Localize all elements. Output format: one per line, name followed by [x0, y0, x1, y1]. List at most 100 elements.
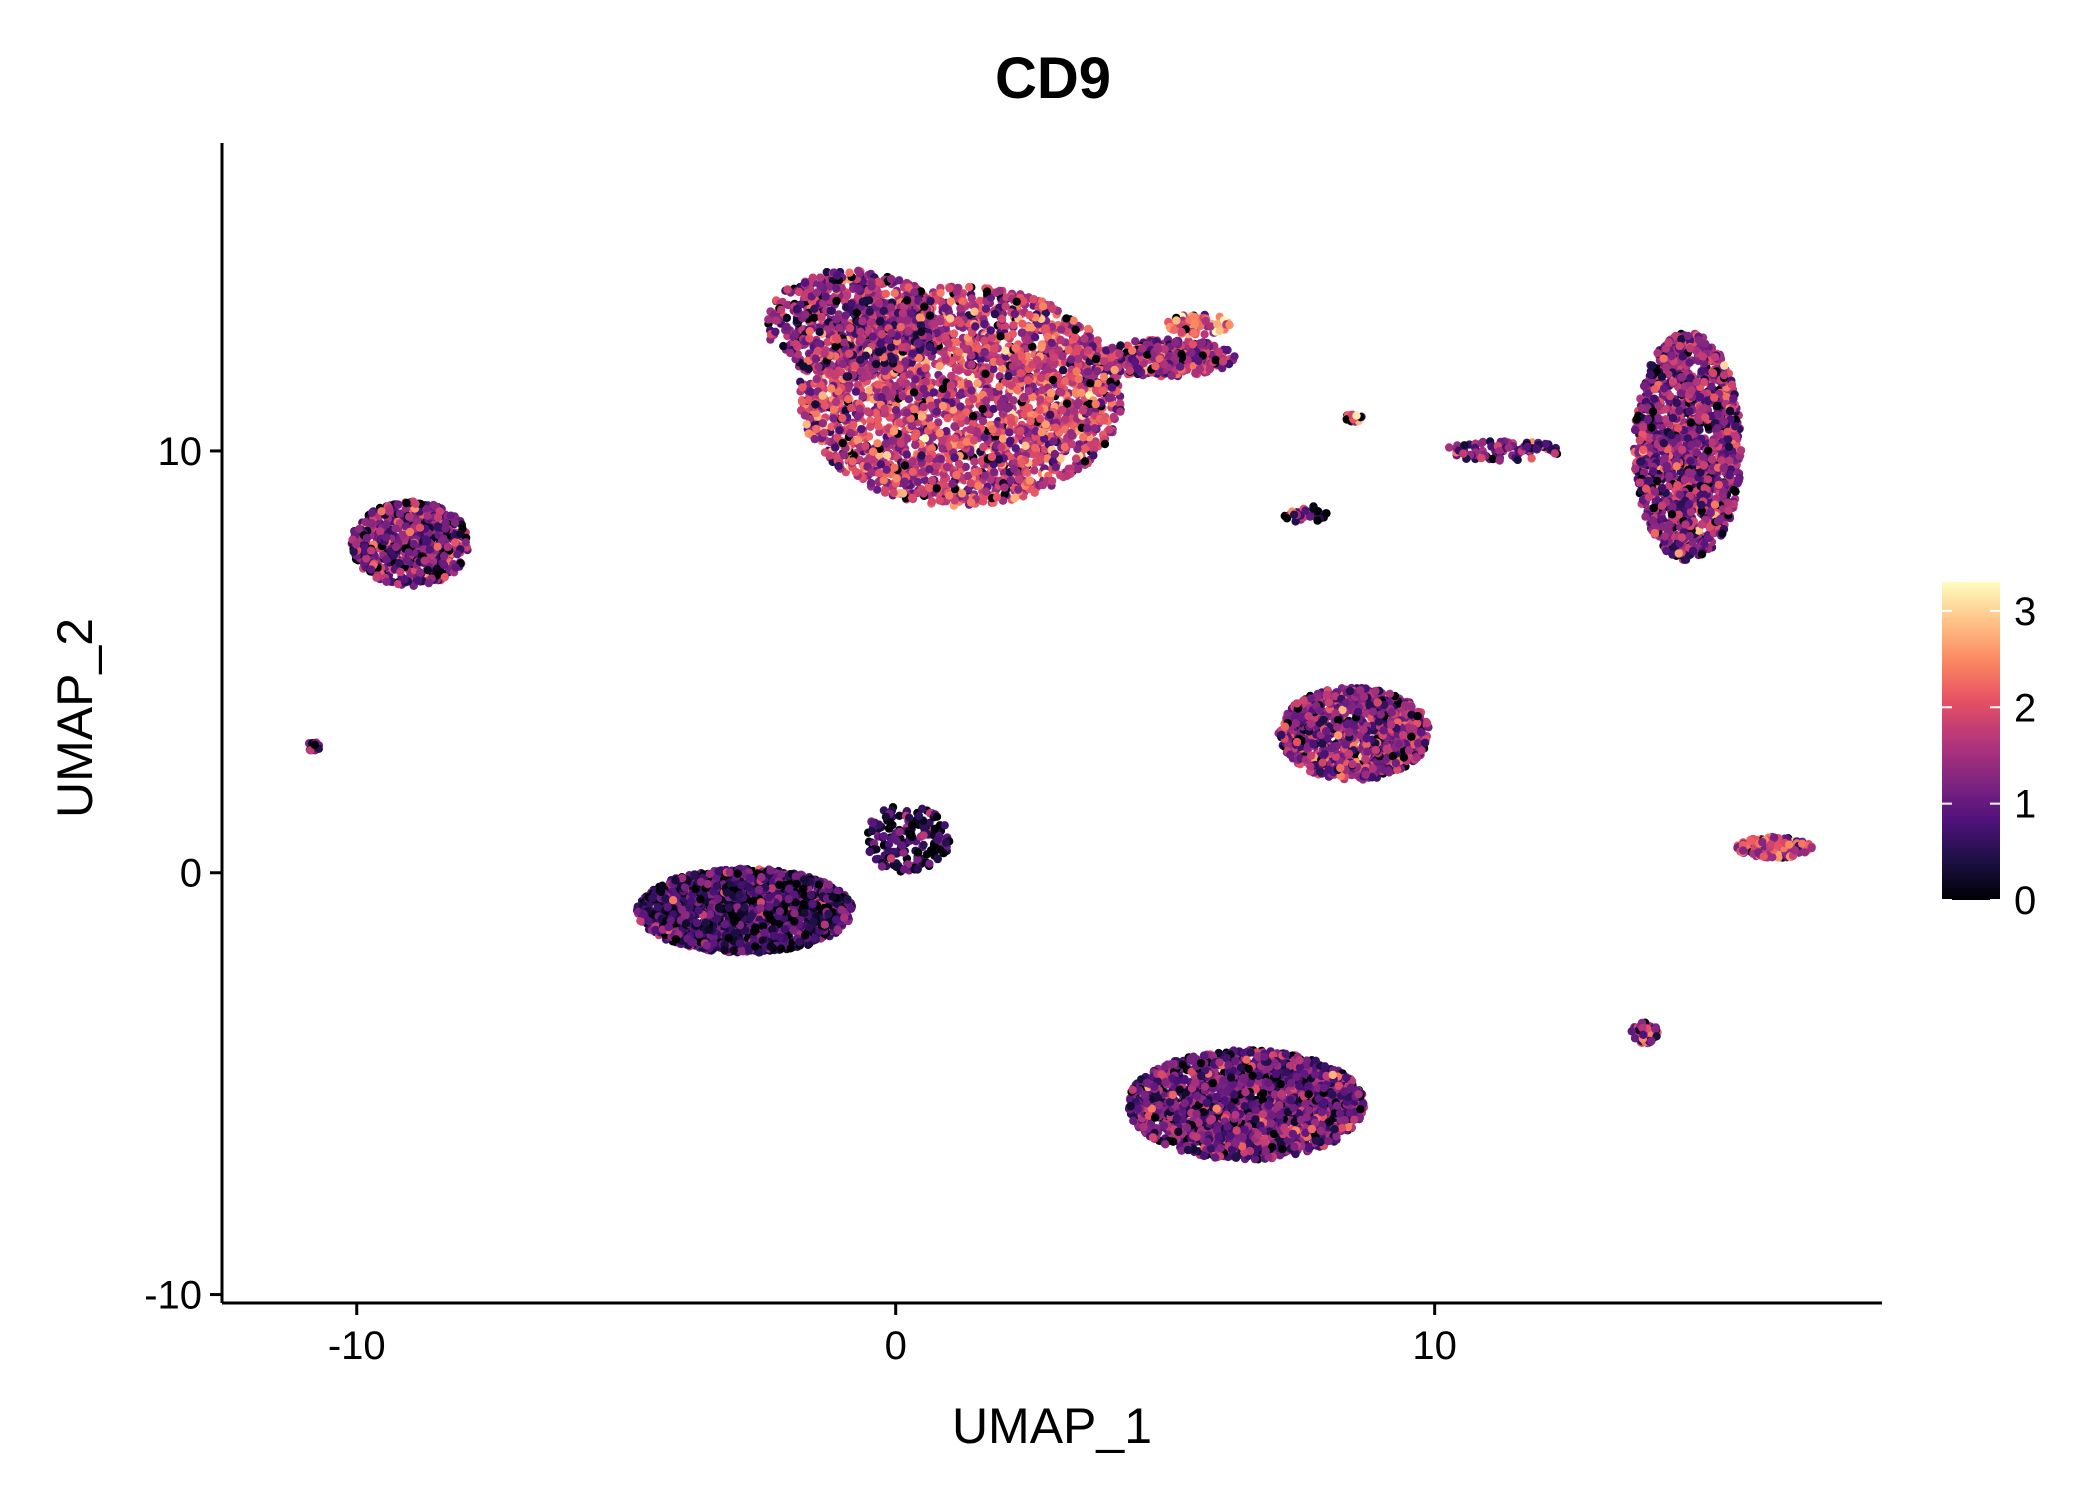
scatter-point — [1080, 457, 1090, 466]
scatter-point — [1064, 345, 1073, 355]
scatter-point — [810, 304, 819, 313]
scatter-point — [1223, 345, 1232, 355]
scatter-point — [858, 297, 868, 306]
scatter-point — [1025, 310, 1034, 320]
scatter-point — [1069, 407, 1079, 416]
scatter-point — [1035, 455, 1045, 465]
scatter-point — [832, 369, 841, 378]
scatter-point — [855, 404, 864, 413]
scatter-point — [882, 451, 892, 460]
scatter-point — [1000, 483, 1009, 492]
scatter-point — [927, 476, 937, 485]
scatter-point — [952, 470, 961, 480]
scatter-point — [952, 287, 961, 296]
scatter-point — [875, 317, 885, 326]
scatter-point — [831, 397, 841, 407]
scatter-point — [990, 344, 999, 353]
scatter-point — [896, 322, 905, 332]
scatter-point — [1138, 344, 1147, 353]
scatter-point — [1177, 350, 1186, 359]
scatter-point — [1036, 373, 1046, 383]
scatter-point — [1051, 463, 1061, 472]
scatter-point — [1050, 449, 1060, 459]
scatter-point — [1116, 341, 1125, 350]
scatter-point — [877, 330, 886, 339]
scatter-point — [929, 388, 938, 397]
scatter-point — [989, 467, 999, 477]
scatter-point — [1060, 442, 1070, 452]
scatter-point — [971, 322, 980, 331]
scatter-point — [873, 439, 882, 448]
scatter-point — [1187, 348, 1196, 357]
scatter-point — [919, 402, 928, 412]
scatter-point — [967, 386, 976, 395]
scatter-point — [919, 489, 928, 498]
scatter-point — [970, 457, 979, 466]
scatter-point — [1048, 304, 1057, 313]
scatter-point — [980, 433, 989, 442]
scatter-point — [974, 481, 983, 491]
scatter-point — [1011, 493, 1020, 502]
scatter-point — [1021, 441, 1030, 450]
scatter-point — [980, 319, 989, 329]
scatter-point — [910, 432, 919, 442]
scatter-point — [1071, 454, 1081, 463]
scatter-point — [811, 400, 820, 409]
scatter-point — [805, 327, 814, 336]
scatter-point — [1107, 383, 1117, 392]
scatter-point — [1006, 476, 1016, 485]
scatter-point — [904, 326, 913, 336]
scatter-point — [880, 366, 889, 376]
scatter-point — [897, 343, 907, 352]
scatter-point — [838, 438, 847, 448]
scatter-point — [815, 327, 824, 337]
scatter-point — [874, 298, 884, 308]
scatter-point — [880, 404, 889, 413]
scatter-point — [890, 289, 899, 298]
scatter-point — [865, 307, 874, 316]
scatter-point — [858, 317, 867, 326]
scatter-point — [1080, 334, 1089, 343]
scatter-point — [851, 387, 861, 396]
scatter-point — [990, 309, 1000, 319]
scatter-point — [980, 471, 989, 480]
scatter-point — [1099, 372, 1109, 381]
scatter-point — [1116, 407, 1125, 416]
scatter-point — [980, 347, 989, 357]
scatter-point — [842, 372, 851, 381]
scatter-point — [1194, 356, 1203, 366]
scatter-point — [865, 386, 874, 395]
scatter-point — [1167, 371, 1176, 380]
scatter-point — [1041, 324, 1051, 333]
scatter-point — [900, 477, 909, 486]
scatter-point — [966, 425, 975, 434]
scatter-point — [821, 292, 830, 301]
scatter-point — [956, 304, 965, 313]
scatter-point — [1007, 418, 1016, 427]
scatter-point — [847, 403, 856, 413]
scatter-point — [1010, 464, 1019, 474]
scatter-point — [1109, 412, 1119, 422]
scatter-point — [895, 418, 904, 427]
scatter-point — [1043, 332, 1053, 342]
scatter-point — [921, 377, 930, 386]
scatter-point — [1668, 413, 1678, 423]
scatter-point — [948, 479, 957, 488]
scatter-point — [911, 375, 920, 384]
scatter-point — [829, 414, 838, 423]
scatter-point — [802, 420, 811, 429]
scatter-point — [982, 287, 992, 296]
scatter-point — [1648, 407, 1658, 416]
scatter-point — [1056, 335, 1065, 345]
scatter-point — [1061, 377, 1070, 386]
scatter-point — [858, 391, 868, 401]
scatter-point — [950, 434, 959, 443]
scatter-point — [981, 487, 991, 496]
scatter-point — [1084, 346, 1093, 355]
scatter-point — [875, 468, 884, 478]
scatter-point — [853, 284, 863, 294]
scatter-point — [832, 284, 841, 293]
scatter-point — [1099, 416, 1109, 425]
scatter-point — [853, 436, 862, 445]
